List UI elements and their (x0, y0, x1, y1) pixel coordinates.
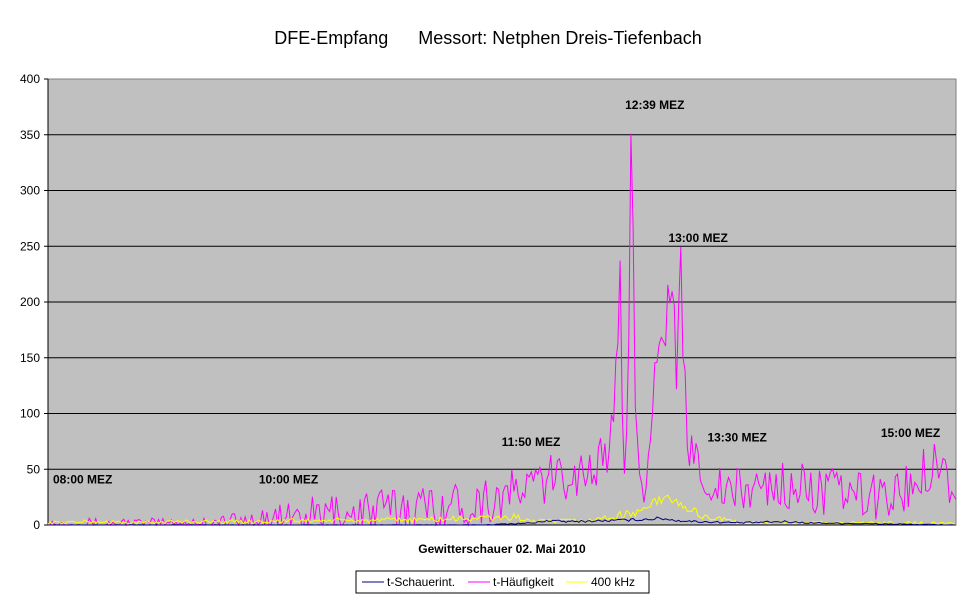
legend-box (355, 570, 650, 594)
y-tick-label: 150 (20, 351, 40, 365)
time-annotation: 15:00 MEZ (881, 426, 940, 440)
y-tick-label: 350 (20, 128, 40, 142)
series-line-0 (48, 516, 956, 526)
time-annotation: 13:00 MEZ (668, 231, 727, 245)
y-tick-label: 250 (20, 239, 40, 253)
chart-title: DFE-Empfang Messort: Netphen Dreis-Tiefe… (274, 28, 702, 48)
legend-label: 400 kHz (591, 575, 635, 589)
series-lines (47, 133, 957, 527)
y-tick-label: 400 (20, 72, 40, 86)
y-tick-label: 0 (33, 518, 40, 532)
y-tick-label: 50 (27, 462, 41, 476)
y-tick-label: 300 (20, 184, 40, 198)
series-line-1 (48, 133, 957, 527)
y-tick-label: 100 (20, 407, 40, 421)
time-annotation: 11:50 MEZ (502, 435, 561, 449)
legend-label: t-Schauerint. (387, 575, 455, 589)
x-axis-label: Gewitterschauer 02. Mai 2010 (418, 542, 586, 556)
annotations: 08:00 MEZ 10:00 MEZ 11:50 MEZ 12:39 MEZ 13:0… (53, 98, 940, 487)
y-tick-label: 200 (20, 295, 40, 309)
time-annotation: 10:00 MEZ (259, 473, 318, 487)
y-axis: 0 50 100 150 200 250 300 350 400 (20, 72, 956, 532)
legend: t-Schauerint. t-Häufigkeit 400 kHz (355, 570, 650, 594)
time-annotation: 13:30 MEZ (707, 430, 766, 444)
time-annotation: 08:00 MEZ (53, 473, 112, 487)
gridlines (48, 134, 956, 470)
time-annotation: 12:39 MEZ (625, 98, 684, 112)
legend-label: t-Häufigkeit (493, 575, 554, 589)
